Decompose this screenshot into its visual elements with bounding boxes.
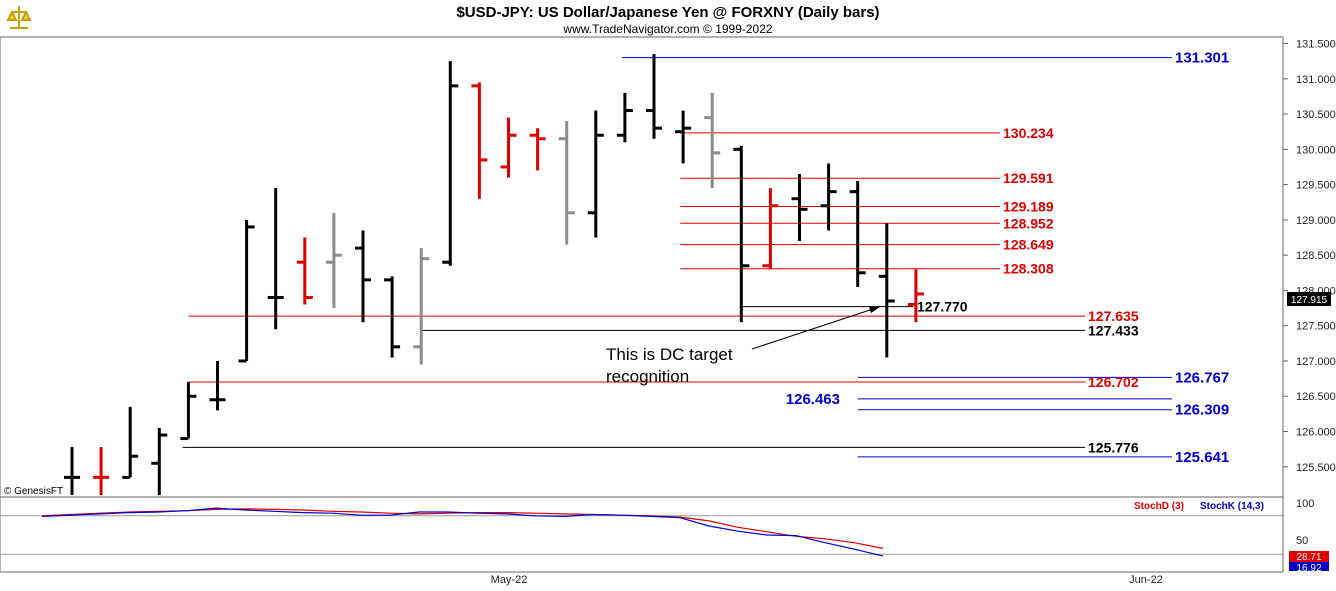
ohlc-bar bbox=[209, 360, 226, 411]
annotation-line-1: This is DC target bbox=[606, 345, 733, 364]
price-tick-label: 129.500 bbox=[1296, 180, 1336, 192]
price-tick-label: 126.000 bbox=[1296, 427, 1336, 439]
ohlc-bar bbox=[791, 174, 808, 242]
ohlc-bar bbox=[64, 447, 80, 495]
annotation-arrow-head bbox=[869, 307, 880, 313]
price-tick-label: 127.500 bbox=[1296, 321, 1336, 333]
level-label: 130.234 bbox=[1003, 125, 1054, 141]
ohlc-bar bbox=[907, 269, 924, 323]
level-label: 129.189 bbox=[1003, 199, 1054, 215]
price-tick-label: 127.000 bbox=[1296, 356, 1336, 368]
ohlc-bar bbox=[878, 223, 895, 358]
stoch-last-k: 16.92 bbox=[1296, 563, 1321, 574]
level-label: 126.767 bbox=[1175, 369, 1229, 386]
level-label: 129.591 bbox=[1003, 170, 1054, 186]
ohlc-bar bbox=[762, 188, 779, 270]
time-axis: May-22 Jun-22 bbox=[0, 571, 1283, 586]
ohlc-bar bbox=[93, 447, 110, 495]
ohlc-bar bbox=[820, 163, 837, 231]
ohlc-bar bbox=[733, 145, 750, 323]
chart-title: $USD-JPY: US Dollar/Japanese Yen @ FORXN… bbox=[456, 4, 879, 21]
ohlc-bar bbox=[180, 382, 197, 441]
level-label: 125.641 bbox=[1175, 449, 1229, 466]
annotation: This is DC target recognition bbox=[606, 307, 880, 386]
ohlc-bar bbox=[325, 212, 342, 309]
header-logo-icon bbox=[4, 3, 34, 33]
watermark: © GenesisFT bbox=[4, 486, 63, 497]
level-label: 126.309 bbox=[1175, 402, 1229, 419]
stochastic-axis: 100 50 28.71 16.92 bbox=[1282, 497, 1329, 574]
ohlc-bar bbox=[704, 92, 721, 189]
level-label: 131.301 bbox=[1175, 50, 1229, 67]
price-tick-label: 130.500 bbox=[1296, 109, 1336, 121]
level-label: 127.635 bbox=[1088, 308, 1139, 324]
level-label: 127.433 bbox=[1088, 322, 1139, 338]
ohlc-bar bbox=[442, 61, 459, 266]
annotation-arrow bbox=[751, 307, 877, 350]
ohlc-bar bbox=[849, 181, 866, 287]
level-label: 127.770 bbox=[917, 299, 968, 315]
ohlc-bar bbox=[616, 92, 633, 143]
level-label: 125.776 bbox=[1088, 439, 1139, 455]
ohlc-bar bbox=[355, 230, 371, 323]
price-tick-label: 131.500 bbox=[1296, 39, 1336, 51]
x-label-may: May-22 bbox=[491, 574, 528, 586]
x-label-jun: Jun-22 bbox=[1129, 574, 1163, 586]
ohlc-bar bbox=[151, 427, 168, 495]
price-axis: 131.500 131.000 130.500 130.000 129.500 129.0… bbox=[1282, 37, 1336, 497]
stochastic-pane bbox=[0, 496, 1284, 573]
annotation-line-2: recognition bbox=[606, 367, 689, 386]
level-label: 128.952 bbox=[1003, 215, 1054, 231]
stoch-last-d: 28.71 bbox=[1296, 552, 1321, 563]
price-tick-label: 129.000 bbox=[1296, 215, 1336, 227]
level-label: 128.308 bbox=[1003, 261, 1054, 277]
ohlc-bar bbox=[122, 406, 139, 479]
level-label: 128.649 bbox=[1003, 237, 1054, 253]
stoch-tick-100: 100 bbox=[1296, 498, 1314, 510]
ohlc-bar bbox=[413, 248, 430, 365]
level-label: 126.463 bbox=[786, 391, 840, 408]
ohlc-bar bbox=[558, 121, 575, 245]
stoch-k-line bbox=[41, 507, 884, 557]
stoch-tick-50: 50 bbox=[1296, 535, 1308, 547]
price-tick-label: 126.500 bbox=[1296, 391, 1336, 403]
ohlc-bar bbox=[471, 82, 488, 199]
stoch-d-label: StochD (3) bbox=[1134, 501, 1184, 512]
ohlc-bar bbox=[384, 276, 401, 358]
stoch-k-label: StochK (14,3) bbox=[1200, 501, 1264, 512]
ohlc-bar bbox=[267, 188, 284, 330]
price-tick-label: 130.000 bbox=[1296, 144, 1336, 156]
ohlc-bar bbox=[238, 219, 255, 363]
current-price-badge bbox=[1287, 292, 1331, 306]
chart-subtitle: www.TradeNavigator.com © 1999-2022 bbox=[562, 22, 772, 36]
current-price-label: 127.915 bbox=[1291, 295, 1328, 306]
ohlc-bar bbox=[675, 110, 692, 164]
ohlc-bar bbox=[296, 237, 313, 305]
price-tick-label: 131.000 bbox=[1296, 74, 1336, 86]
price-tick-label: 125.500 bbox=[1296, 462, 1336, 474]
ohlc-bar bbox=[587, 110, 604, 238]
price-pane-frame bbox=[0, 36, 1284, 498]
ohlc-bar bbox=[500, 117, 517, 178]
level-label: 126.702 bbox=[1088, 374, 1139, 390]
price-tick-label: 128.500 bbox=[1296, 250, 1336, 262]
ohlc-bar bbox=[529, 128, 546, 171]
ohlc-bar bbox=[646, 54, 662, 139]
